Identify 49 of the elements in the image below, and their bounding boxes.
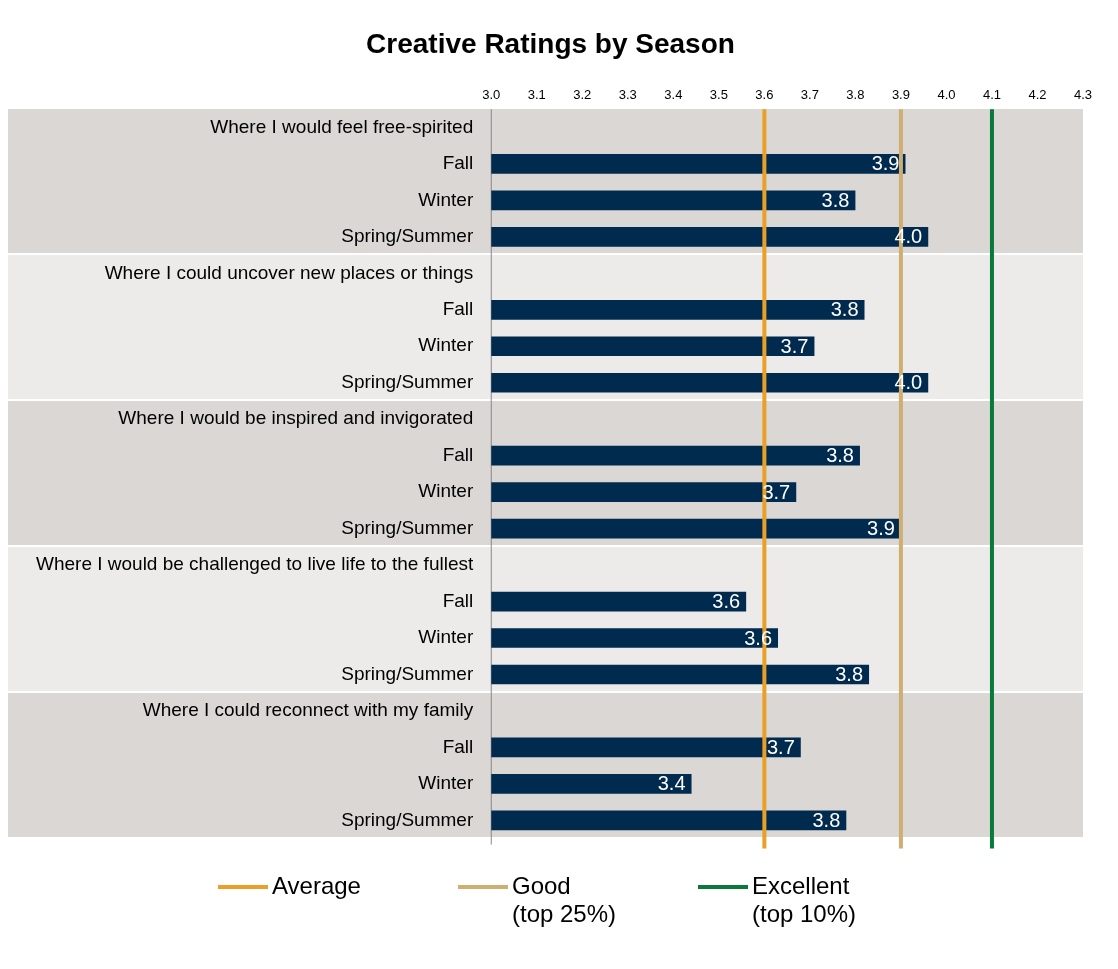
y-tick-label: Spring/Summer xyxy=(341,662,474,684)
chart-title: Creative Ratings by Season xyxy=(366,27,735,59)
x-tick-label: 3.0 xyxy=(482,86,501,102)
data-label: 3.7 xyxy=(780,334,809,357)
y-tick-label: Spring/Summer xyxy=(341,516,474,538)
legend-label: Excellent (top 10%) xyxy=(752,872,857,928)
x-tick-label: 3.6 xyxy=(755,86,774,102)
y-tick-label: Winter xyxy=(418,772,474,794)
data-label: 3.8 xyxy=(821,188,850,211)
x-tick-label: 4.1 xyxy=(982,86,1001,102)
x-tick-label: 3.8 xyxy=(846,86,865,102)
data-label: 3.9 xyxy=(871,152,900,175)
y-tick-label: Fall xyxy=(442,152,474,174)
y-tick-label: Fall xyxy=(442,735,474,757)
legend-label: Average xyxy=(272,872,361,900)
y-tick-label: Winter xyxy=(418,480,474,502)
x-tick-label: 4.3 xyxy=(1073,86,1093,102)
y-tick-label: Where I would be inspired and invigorated xyxy=(118,407,474,429)
data-label: 3.8 xyxy=(812,808,841,831)
y-tick-label: Fall xyxy=(442,298,474,320)
x-tick-label: 3.4 xyxy=(664,86,683,102)
y-tick-label: Where I could uncover new places or things xyxy=(104,261,474,283)
y-tick-label: Fall xyxy=(442,589,474,611)
data-label: 3.8 xyxy=(826,444,854,467)
y-tick-label: Winter xyxy=(418,626,474,648)
data-label: 3.9 xyxy=(867,517,895,540)
x-tick-label: 3.5 xyxy=(709,86,728,102)
x-tick-label: 4.0 xyxy=(937,86,956,102)
y-tick-label: Where I would feel free-spirited xyxy=(210,115,474,137)
y-tick-label: Spring/Summer xyxy=(341,225,474,247)
x-tick-label: 3.2 xyxy=(573,86,592,102)
x-tick-label: 3.1 xyxy=(527,86,546,102)
x-tick-label: 3.7 xyxy=(800,86,819,102)
data-label: 3.8 xyxy=(835,663,864,685)
data-label: 3.6 xyxy=(712,590,741,613)
y-tick-label: Spring/Summer xyxy=(341,370,474,392)
y-tick-label: Winter xyxy=(418,334,474,356)
y-tick-label: Spring/Summer xyxy=(341,808,474,830)
x-tick-label: 3.9 xyxy=(891,86,910,102)
x-tick-label: 4.2 xyxy=(1028,86,1047,102)
data-label: 3.4 xyxy=(657,772,686,795)
data-label: 3.8 xyxy=(830,298,859,321)
x-tick-label: 3.3 xyxy=(618,86,637,102)
y-tick-label: Fall xyxy=(442,443,474,465)
y-tick-label: Where I could reconnect with my family xyxy=(142,699,474,721)
legend-label: Good (top 25%) xyxy=(512,872,617,928)
y-tick-label: Where I would be challenged to live life to the fullest xyxy=(35,553,474,575)
y-tick-label: Winter xyxy=(418,188,474,210)
data-label: 3.7 xyxy=(766,735,795,758)
